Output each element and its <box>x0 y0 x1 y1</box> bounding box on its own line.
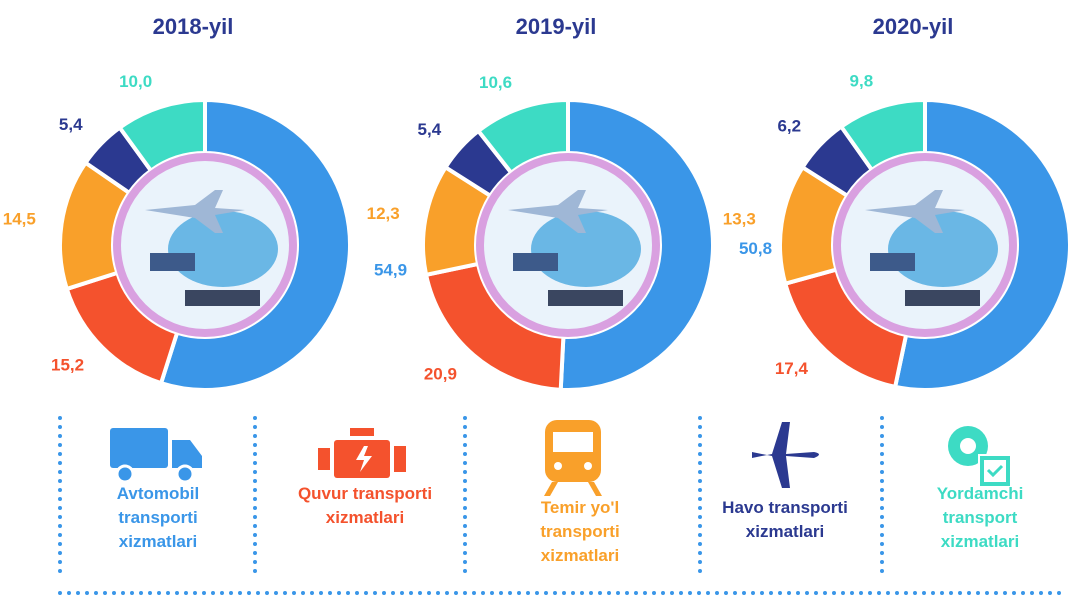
data-label: 12,3 <box>367 204 400 223</box>
donut-slice <box>116 97 207 174</box>
data-label: 6,2 <box>777 117 801 136</box>
center-globe <box>888 211 998 287</box>
data-label: 5,4 <box>59 115 83 134</box>
data-label: 54,9 <box>374 261 407 280</box>
center-plane <box>145 190 245 233</box>
data-label: 10,0 <box>119 72 152 91</box>
center-plane <box>865 190 965 233</box>
data-label: 13,3 <box>723 209 756 228</box>
legend-label: Avtomobil transporti xizmatlari <box>116 484 200 551</box>
center-plane <box>508 190 608 233</box>
donut-slice <box>158 97 352 392</box>
legend-label: Havo transporti xizmatlari <box>722 498 848 541</box>
data-label: 20,9 <box>424 365 457 384</box>
center-truck <box>150 253 195 271</box>
legend-decor <box>58 416 1062 595</box>
chart-title: 2018-yil <box>153 14 234 39</box>
center-globe <box>531 211 641 287</box>
chart-title: 2020-yil <box>873 14 954 39</box>
data-label: 15,2 <box>51 355 84 374</box>
center-globe <box>168 211 278 287</box>
data-label: 5,4 <box>418 120 442 139</box>
center-ship <box>905 290 980 306</box>
chart-title: 2019-yil <box>516 14 597 39</box>
data-label: 14,5 <box>3 209 36 228</box>
donut-slice <box>475 97 570 176</box>
center-truck <box>513 253 558 271</box>
legend-label: Temir yo'l transporti xizmatlari <box>540 498 620 565</box>
data-label: 10,6 <box>479 73 512 92</box>
center-ship <box>548 290 623 306</box>
center-truck <box>870 253 915 271</box>
center-ship <box>185 290 260 306</box>
legend-label: Yordamchi transport xizmatlari <box>936 484 1024 551</box>
data-label: 17,4 <box>775 359 809 378</box>
data-label: 50,8 <box>739 239 772 258</box>
data-label: 9,8 <box>850 72 874 91</box>
legend-label: Quvur transporti xizmatlari <box>297 484 433 527</box>
